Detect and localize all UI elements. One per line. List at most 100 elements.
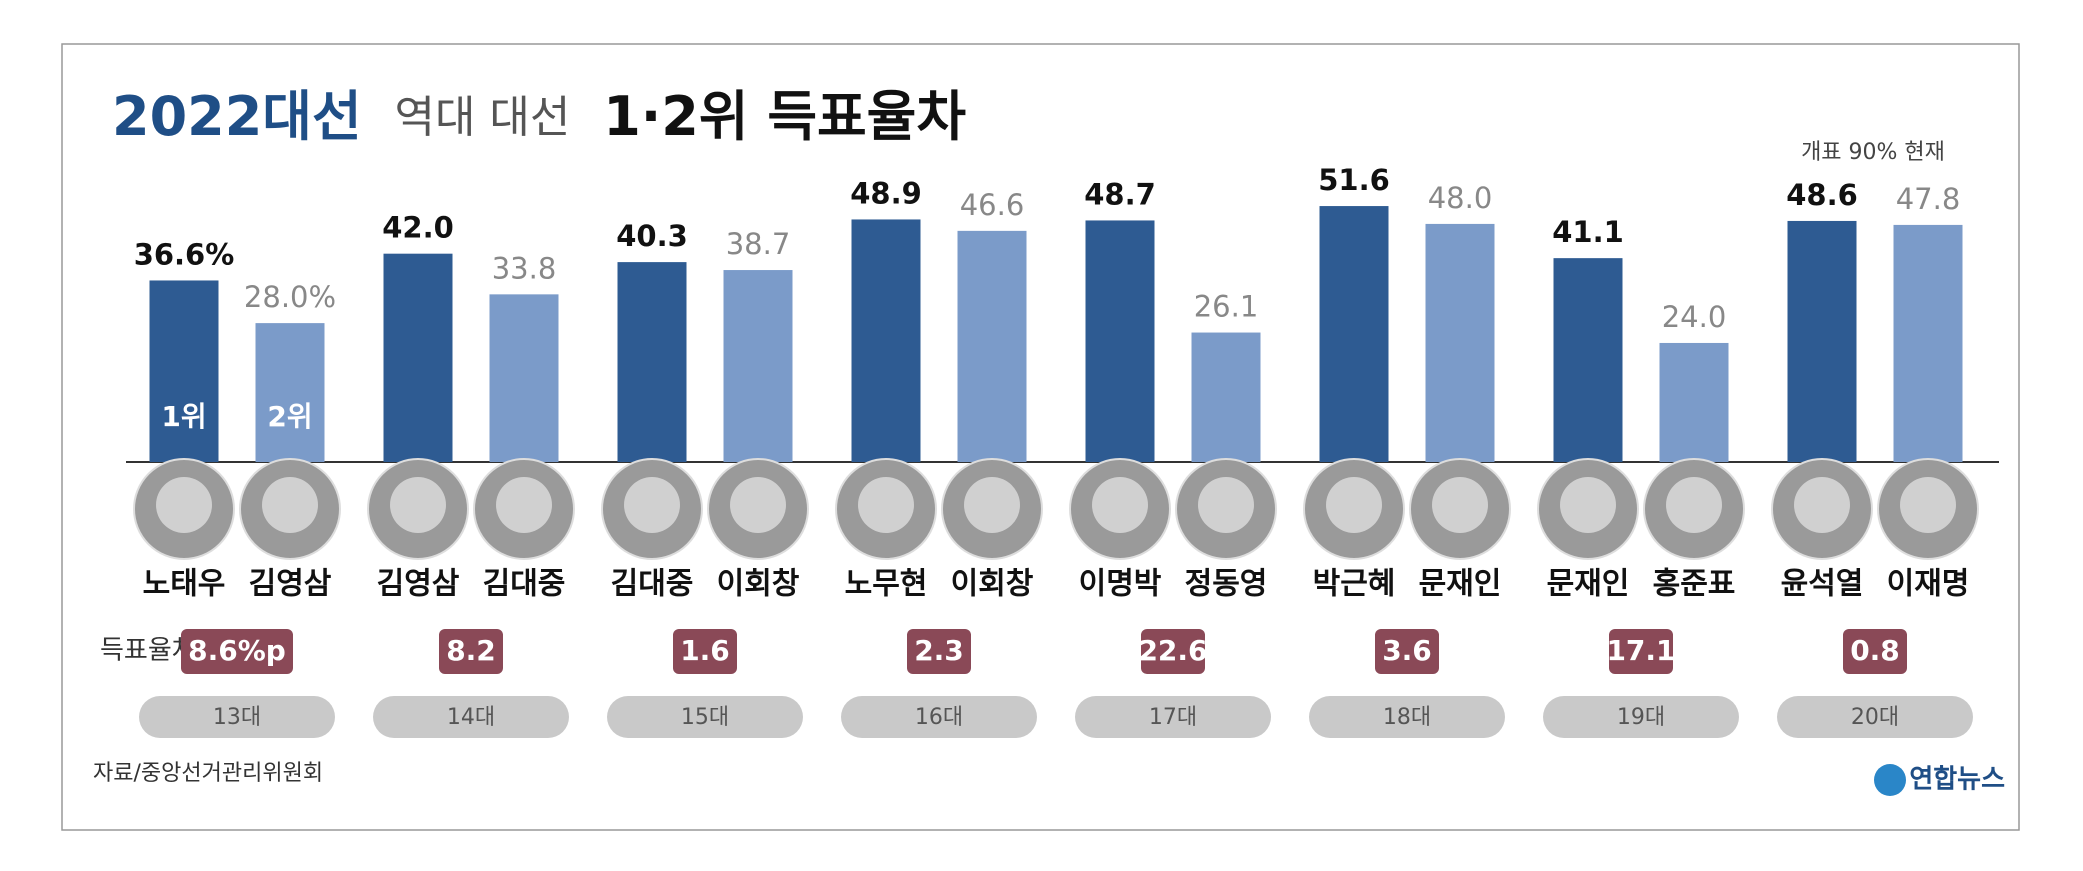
x-tick-label: 17대 [1149,705,1197,730]
bar [1319,206,1389,462]
value-label: 33.8 [492,251,557,285]
value-label: 51.6 [1318,163,1390,197]
difference-box [181,629,293,674]
candidate-name: 노무현 [845,567,928,602]
bar [1425,223,1495,462]
candidate-name: 김영삼 [377,567,460,602]
era-pill [1075,696,1271,738]
difference-value: 17.1 [1606,634,1675,667]
bar [957,230,1027,462]
candidate-name: 이회창 [951,567,1034,602]
difference-value: 8.6%p [188,634,286,667]
candidate-name: 문재인 [1547,567,1630,602]
candidate-name: 이회창 [717,567,800,602]
value-label: 40.3 [616,219,688,253]
difference-value: 8.2 [446,634,496,667]
candidate-name: 노태우 [143,567,226,602]
candidate-name: 홍준표 [1653,567,1736,602]
title-emphasis: 1·2위 득표율차 [603,85,966,148]
candidate-name: 이재명 [1887,567,1970,602]
era-pill [139,696,335,738]
value-label: 48.6 [1786,178,1858,212]
bar [851,219,921,462]
era-pill [373,696,569,738]
era-pill [841,696,1037,738]
difference-value: 22.6 [1138,634,1207,667]
difference-box [907,629,971,674]
value-label: 26.1 [1194,290,1259,324]
candidate-photo-face [1794,477,1850,533]
bar [255,323,325,462]
candidate-photo-face [156,477,212,533]
difference-box [1843,629,1907,674]
candidate-photo-face [1092,477,1148,533]
chart-title: 2022대선 역대 대선 1·2위 득표율차 [112,85,966,148]
x-tick-label: 13대 [213,705,261,730]
difference-box [439,629,503,674]
value-label: 48.7 [1084,177,1156,211]
difference-value: 1.6 [680,634,730,667]
x-tick-label: 18대 [1383,705,1431,730]
value-label: 47.8 [1896,182,1961,216]
value-label: 38.7 [726,227,791,261]
bar [383,253,453,462]
value-label: 48.0 [1428,181,1493,215]
value-label: 41.1 [1552,215,1624,249]
logo-icon [1874,764,1906,796]
bar [1787,220,1857,462]
bar [489,294,559,462]
x-tick-label: 20대 [1851,705,1899,730]
x-tick-label: 19대 [1617,705,1665,730]
value-label: 46.6 [960,188,1025,222]
candidate-photo-face [624,477,680,533]
bar [617,262,687,462]
difference-value: 3.6 [1382,634,1432,667]
bar [1191,332,1261,462]
candidate-photo-face [1666,477,1722,533]
value-label: 28.0% [244,280,336,314]
era-pill [1543,696,1739,738]
difference-box [1609,629,1673,674]
bar [723,270,793,462]
x-tick-label: 16대 [915,705,963,730]
bar [1085,220,1155,462]
era-pill [607,696,803,738]
candidate-photo-face [1198,477,1254,533]
candidate-name: 김대중 [483,567,566,602]
title-main: 2022대선 [112,85,362,148]
candidate-photo-face [1326,477,1382,533]
candidate-name: 이명박 [1079,567,1162,602]
title-sub: 역대 대선 [394,92,570,143]
difference-label: 득표율차 [100,636,196,666]
value-label: 48.9 [850,176,922,210]
logo: 연합뉴스 [1909,765,2005,795]
bar [149,280,219,462]
candidate-name: 김대중 [611,567,694,602]
candidate-photo-face [964,477,1020,533]
source: 자료/중앙선거관리위원회 [93,761,323,786]
candidate-photo-face [858,477,914,533]
candidate-name: 윤석열 [1781,567,1864,602]
difference-value: 2.3 [914,634,964,667]
candidate-name: 문재인 [1419,567,1502,602]
x-tick-label: 14대 [447,705,495,730]
difference-value: 0.8 [1850,634,1900,667]
difference-box [1375,629,1439,674]
candidate-photo-face [390,477,446,533]
bar [1553,258,1623,462]
x-tick-label: 15대 [681,705,729,730]
candidate-photo-face [1432,477,1488,533]
annotation: 개표 90% 현재 [1801,140,1945,165]
value-label: 42.0 [382,211,454,245]
candidate-photo-face [1560,477,1616,533]
era-pill [1309,696,1505,738]
difference-box [673,629,737,674]
era-pill [1777,696,1973,738]
candidate-name: 정동영 [1185,567,1268,602]
candidate-photo-face [262,477,318,533]
difference-box [1141,629,1205,674]
candidate-photo-face [730,477,786,533]
candidate-name: 박근혜 [1313,567,1396,602]
value-label: 36.6% [134,237,235,271]
